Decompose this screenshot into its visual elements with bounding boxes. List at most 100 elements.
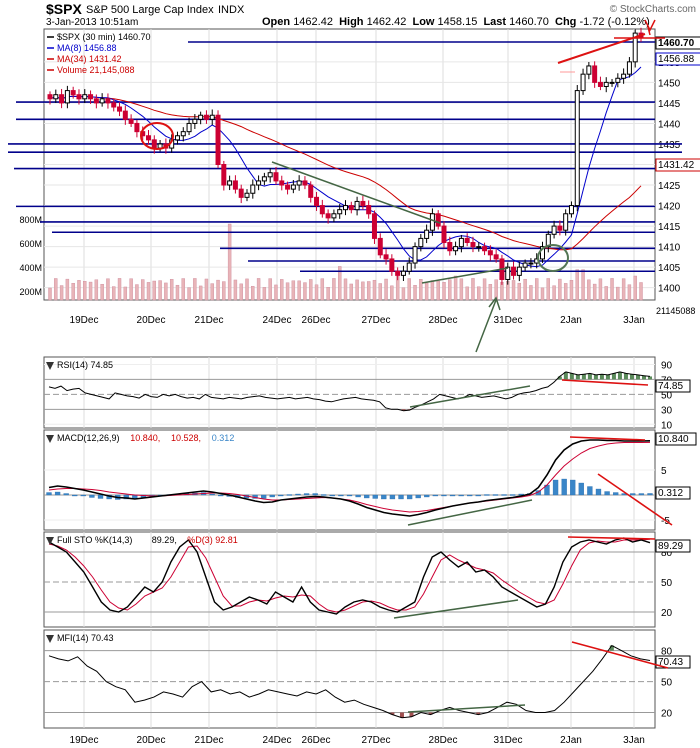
volume-bar	[390, 285, 394, 301]
volume-bar	[366, 281, 371, 301]
candle-body	[493, 254, 499, 260]
volume-bar	[355, 279, 359, 301]
candle-body	[557, 225, 563, 231]
candle-body	[412, 246, 418, 264]
candle-body	[47, 94, 53, 100]
macd-hist-last-label: 0.312	[658, 488, 683, 499]
x-tick-label-top: 20Dec	[137, 315, 166, 326]
macd-histogram-bar	[295, 493, 301, 496]
volume-bar	[436, 280, 440, 301]
volume-bar	[71, 283, 75, 301]
chart-header: $SPX S&P 500 Large Cap Index INDX 3-Jan-…	[0, 0, 700, 30]
ma8-value-label: 1456.88	[658, 54, 695, 65]
sto-tick-label: 50	[661, 578, 673, 589]
candle-body	[105, 98, 111, 104]
volume-bar	[141, 279, 145, 301]
volume-bar	[587, 279, 591, 301]
candle-body	[511, 266, 517, 276]
volume-bar	[262, 287, 267, 301]
exchange-label: INDX	[218, 4, 245, 16]
volume-bar	[407, 278, 411, 301]
macd-histogram-bar	[595, 488, 602, 496]
candle-body	[325, 213, 331, 219]
volume-bar	[100, 283, 104, 301]
volume-bar	[535, 278, 539, 301]
rsi-tick-label: 10	[661, 420, 673, 431]
macd-histogram-bar	[638, 493, 645, 496]
candle-body	[308, 184, 314, 198]
volume-bar	[471, 278, 475, 301]
sto-tick-label: 80	[661, 548, 673, 559]
candle-body	[464, 237, 470, 244]
candle-body	[319, 205, 325, 215]
macd-histogram-bar	[449, 494, 456, 497]
sto-red-line	[567, 536, 656, 540]
x-tick-label-bottom: 24Dec	[263, 735, 292, 746]
candle-body	[505, 266, 511, 280]
macd-line	[48, 439, 651, 517]
macd-histogram-bar	[321, 494, 327, 496]
candle-body	[134, 122, 140, 133]
candle-body	[337, 209, 343, 215]
candle-body	[528, 262, 534, 265]
price-legend-label: Volume 21,145,088	[57, 65, 135, 75]
price-tick-label: 1435	[658, 140, 681, 151]
mfi-tick-label: 50	[661, 678, 673, 689]
macd-last-label: 10.840	[658, 434, 689, 445]
x-tick-label-bottom: 21Dec	[195, 735, 224, 746]
macd-histogram-bar	[89, 494, 95, 498]
macd-histogram-bar	[63, 493, 69, 496]
macd-green-trendline	[407, 499, 533, 526]
candle-body	[296, 180, 302, 186]
candle-body	[215, 114, 221, 165]
macd-histogram-bar	[647, 493, 653, 496]
rsi-tick-label: 90	[661, 360, 673, 371]
macd-histogram-bar	[604, 491, 610, 496]
candle-body	[151, 139, 157, 149]
volume-bar	[384, 278, 388, 301]
open-value: 1462.42	[293, 16, 333, 28]
volume-bar	[453, 275, 458, 301]
macd-histogram-bar	[389, 494, 396, 500]
low-label: Low	[412, 16, 435, 28]
macd-last-label-box	[655, 432, 697, 446]
rsi-line	[48, 371, 651, 412]
candle-body	[99, 98, 105, 104]
candle-body	[314, 196, 320, 207]
panel-frame-mfi	[43, 629, 656, 729]
open-label: Open	[262, 16, 291, 28]
volume-bar	[477, 286, 481, 301]
volume-bar	[216, 279, 220, 301]
x-tick-label-top: 3Jan	[623, 315, 645, 326]
rsi-tick-label: 50	[661, 390, 673, 401]
x-tick-label-bottom: 27Dec	[362, 735, 391, 746]
volume-bar	[256, 278, 261, 301]
volume-bar	[633, 275, 637, 301]
volume-bar	[465, 286, 469, 301]
sto-tick-label: 20	[661, 608, 673, 619]
candle-body	[261, 176, 267, 182]
candle-body	[568, 205, 574, 215]
macd-histogram-bar	[630, 493, 636, 496]
candle-body	[59, 94, 65, 104]
volume-bar	[106, 278, 110, 301]
sto-k-line	[48, 537, 651, 615]
volume-bar	[169, 279, 174, 301]
candle-body	[180, 131, 186, 137]
x-tick-label-bottom: 2Jan	[560, 735, 582, 746]
volume-bar	[378, 283, 382, 301]
candle-body	[470, 242, 476, 248]
macd-histogram-bar	[54, 491, 61, 496]
volume-bar	[129, 278, 133, 301]
macd-histogram-bar	[97, 494, 104, 499]
lower-channel-line	[421, 267, 509, 284]
volume-bar	[268, 278, 272, 301]
macd-legend-label: 10.528,	[171, 433, 201, 443]
volume-bar	[233, 279, 238, 301]
volume-bar	[181, 278, 185, 301]
rsi-red-trendline	[561, 379, 649, 386]
volume-bar	[152, 280, 156, 301]
volume-bar	[285, 282, 290, 301]
sto-legend-label: Full STO %K(14,3)	[57, 535, 132, 545]
sto-d-line	[48, 538, 651, 613]
